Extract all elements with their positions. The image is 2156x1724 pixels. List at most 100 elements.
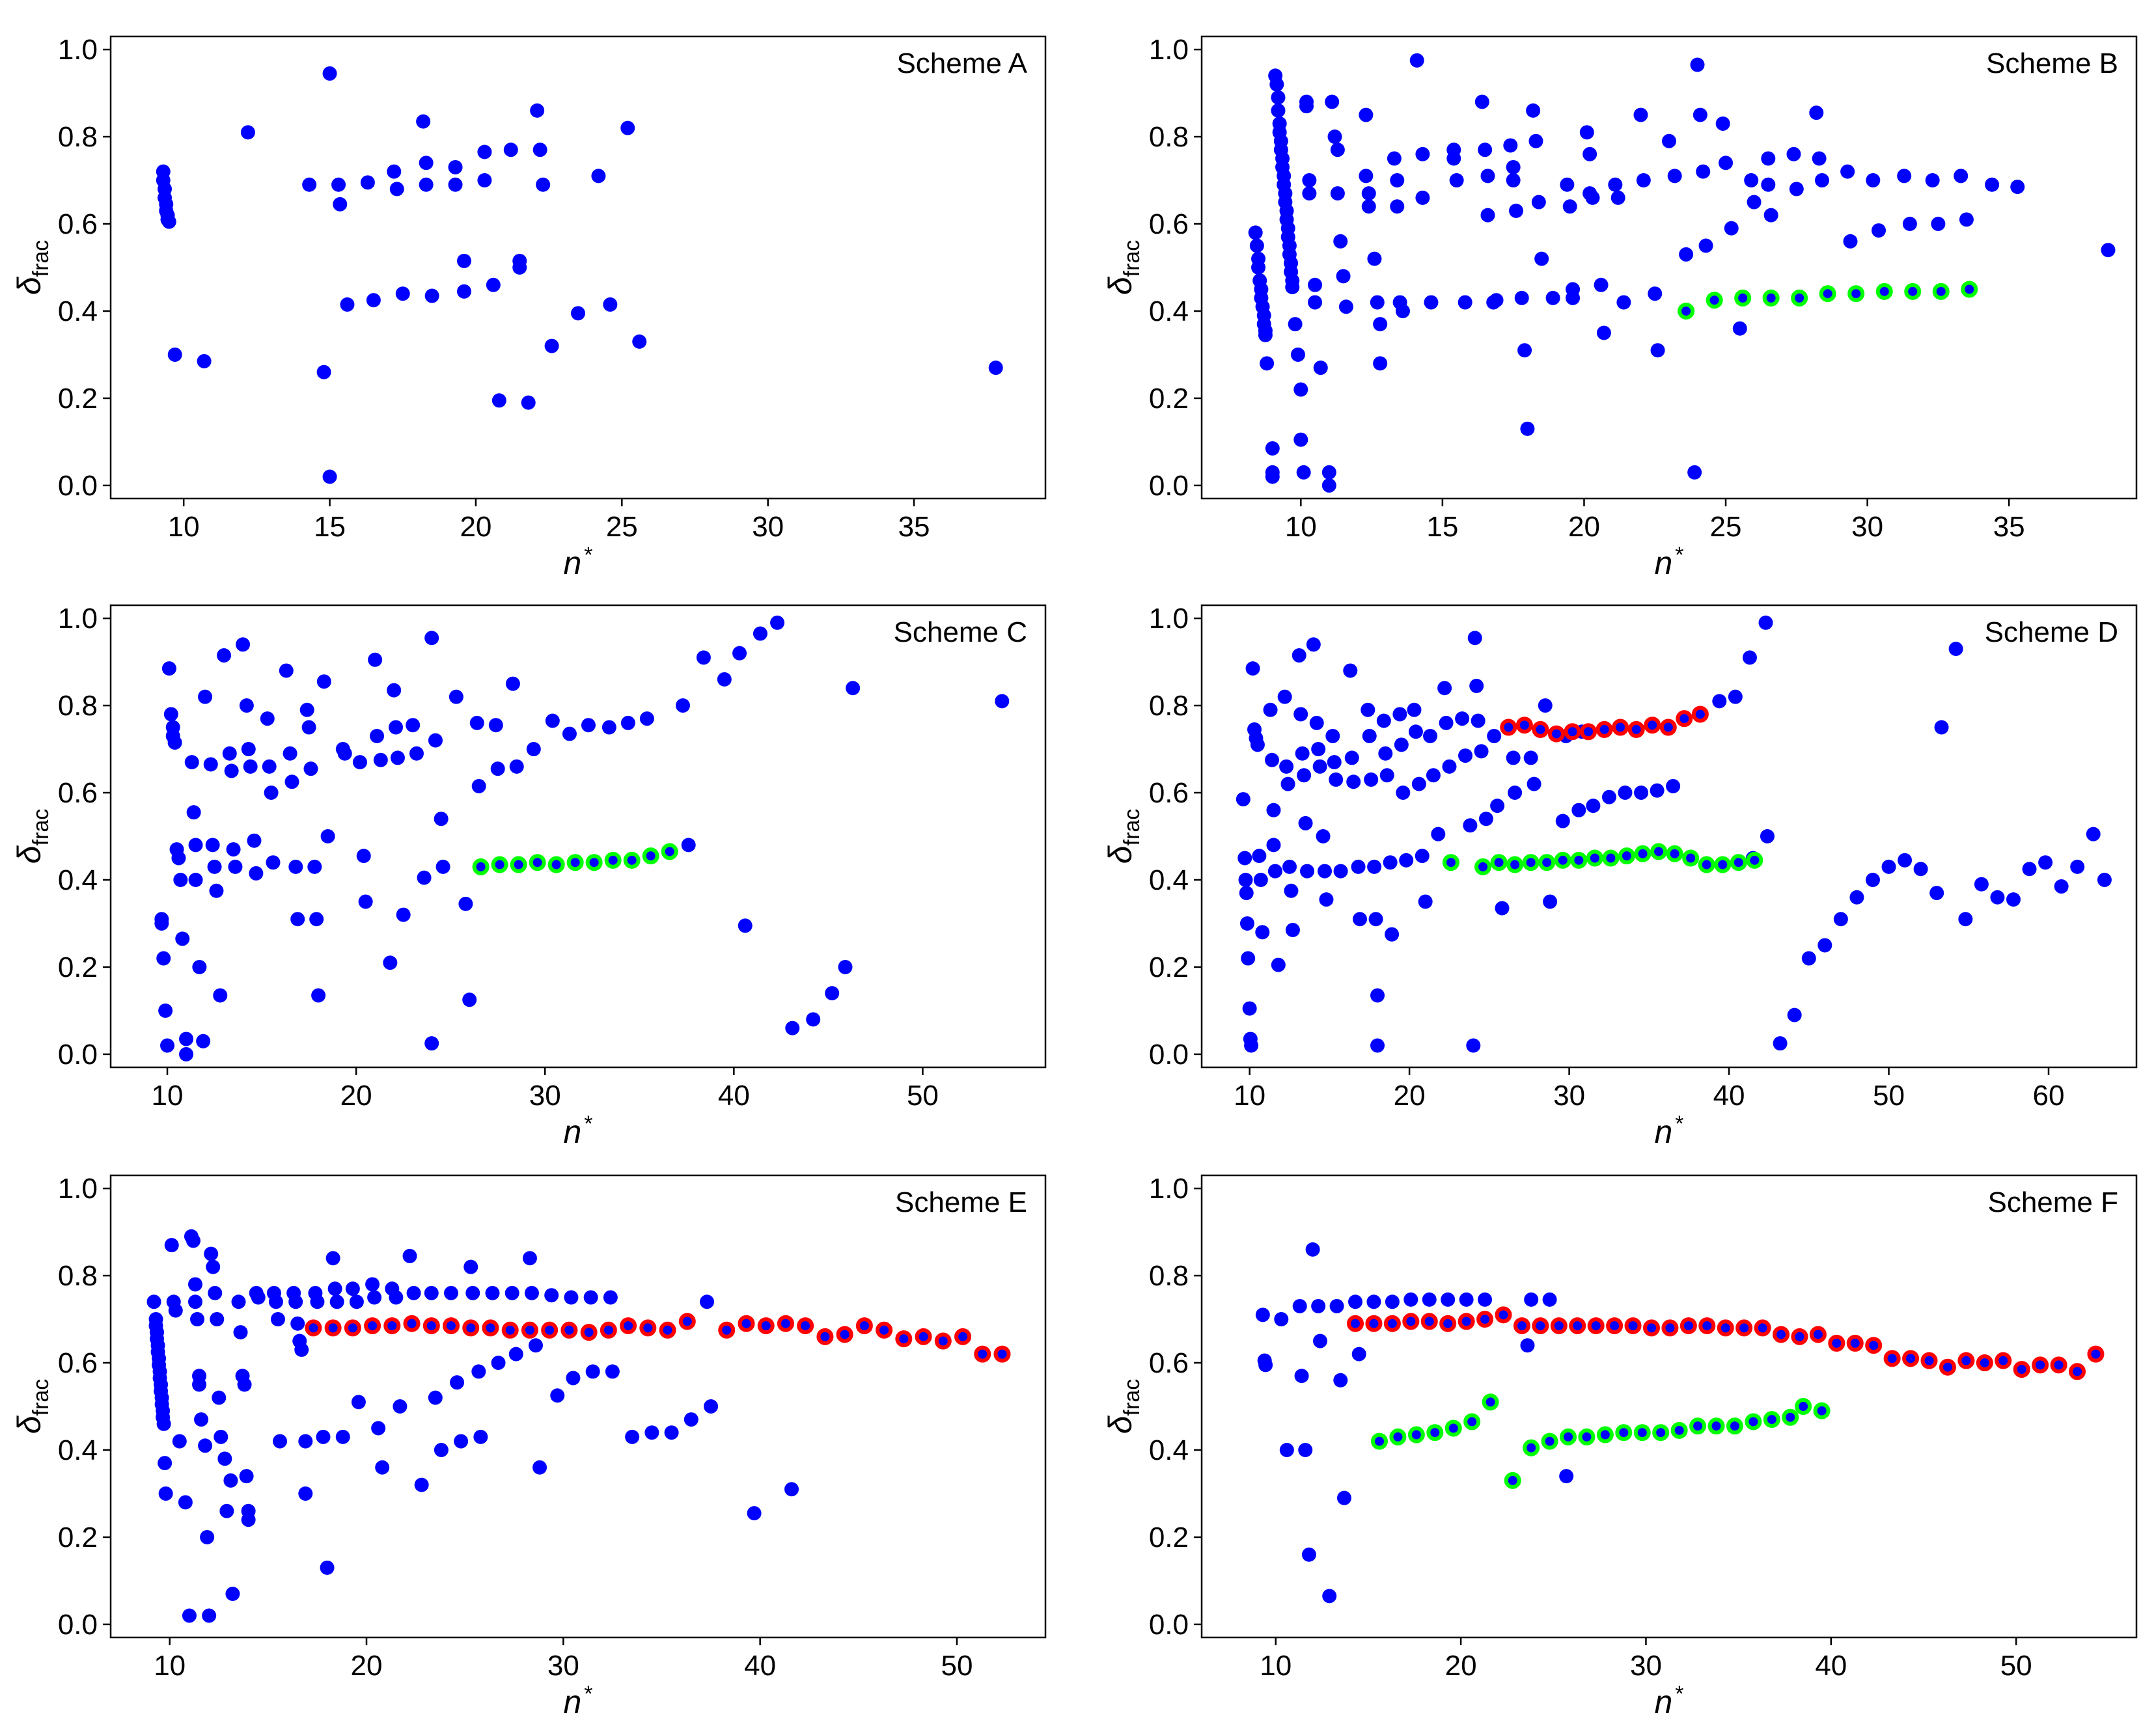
data-point [1506,173,1521,188]
data-point [1300,864,1315,879]
data-point [1724,221,1739,236]
data-point [1327,130,1342,144]
data-point [1302,186,1317,201]
data-point [1370,1038,1385,1053]
red-data-point [777,1315,794,1332]
data-point [224,763,239,778]
red-data-point [1564,723,1581,741]
data-point [428,1390,443,1405]
data-point [1662,133,1676,148]
data-point [1478,143,1493,157]
series-red [1500,705,1709,743]
data-point [172,1434,187,1449]
green-data-point [1522,854,1540,871]
data-point [240,125,255,140]
data-point [704,1399,719,1414]
data-point [219,1503,234,1518]
data-point [340,297,355,312]
data-point [1542,1292,1557,1307]
data-point [1245,661,1260,676]
green-data-point [1666,845,1683,862]
data-point [1255,1307,1270,1322]
x-tick-label: 10 [154,1650,186,1682]
data-point [1534,251,1549,266]
data-point [603,297,618,312]
data-point [239,698,254,713]
data-point [186,1233,200,1248]
data-point [208,1285,223,1300]
data-point [387,683,402,698]
data-point [1292,648,1306,663]
data-point [351,1395,366,1410]
red-data-point [1569,1317,1586,1335]
green-data-point [1714,856,1732,873]
y-tick-label: 0.4 [1149,864,1189,896]
data-point [639,711,654,726]
data-point [477,144,492,159]
data-point [1634,786,1649,800]
red-data-point [1735,1319,1753,1337]
data-point [1383,855,1398,870]
x-tick-label: 10 [1260,1650,1292,1682]
data-point [316,1429,331,1444]
data-point [838,959,853,974]
data-point [1248,225,1263,240]
red-data-point [1902,1350,1920,1367]
data-point [1321,478,1336,493]
data-point [1266,838,1281,853]
data-point [1426,768,1441,783]
y-axis-label: δfrac [1102,240,1144,295]
red-data-point [1976,1354,1993,1372]
green-data-point [1689,1417,1707,1435]
data-point [770,615,785,630]
data-point [1696,164,1711,179]
data-point [320,1560,335,1575]
data-point [1387,151,1402,166]
x-axis-label: n * [1654,543,1683,581]
green-data-point [1813,1402,1831,1419]
data-point [1650,783,1665,798]
data-point [1295,746,1310,761]
data-point [1353,912,1368,927]
data-point [581,718,596,733]
data-point [161,661,176,676]
green-data-point [1578,1428,1596,1445]
x-tick-label: 30 [752,511,784,543]
data-point [1636,173,1651,188]
red-data-point [1679,1317,1697,1335]
data-point [1913,862,1928,877]
series-plain [146,1229,799,1623]
data-point [1509,203,1524,218]
green-data-point [547,856,565,873]
data-point [1431,827,1446,841]
data-point [1506,750,1521,765]
data-point [228,859,243,874]
data-point [1679,247,1694,262]
green-data-point [1633,1424,1651,1442]
data-point [1409,53,1424,68]
data-point [1395,303,1410,318]
data-point [1348,1294,1363,1309]
red-data-point [1883,1350,1901,1367]
data-point [1249,238,1264,253]
data-point [233,1325,248,1340]
x-tick-label: 35 [1993,511,2025,543]
data-point [1480,169,1495,184]
green-data-point [1506,856,1524,873]
data-point [1478,812,1493,827]
data-point [368,652,383,667]
data-point [179,1032,194,1047]
x-tick-label: 30 [1553,1080,1585,1112]
data-point [371,1421,386,1436]
data-point [1370,988,1385,1003]
x-axis-label: n * [563,1682,592,1720]
data-point [449,689,463,704]
data-point [435,859,450,874]
data-point [564,1290,579,1305]
data-point [1252,849,1267,864]
red-data-point [1995,1352,2012,1369]
data-point [210,1312,225,1327]
red-data-point [1624,1317,1642,1335]
data-point [676,698,691,713]
red-data-point [659,1321,676,1339]
